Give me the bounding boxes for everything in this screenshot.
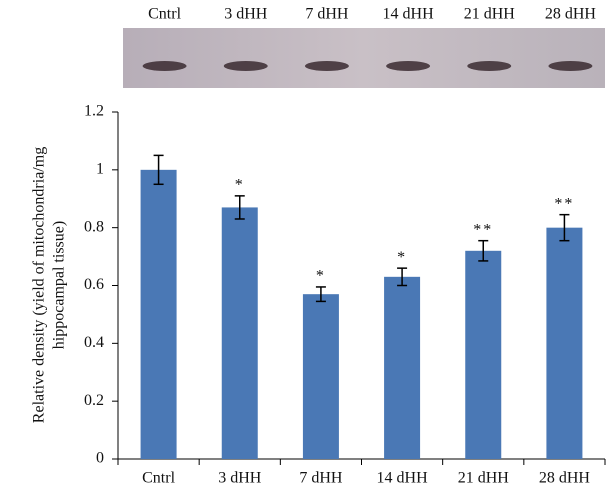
y-tick-label: 0.4 [84, 334, 104, 351]
error-bar [315, 286, 326, 303]
y-label-line: Relative density (yield of mitochondria/… [31, 147, 48, 423]
blot-band [304, 61, 349, 71]
blot-label: Cntrl [148, 6, 181, 23]
error-bar [478, 239, 489, 262]
blot-label: 14 dHH [383, 6, 435, 23]
x-tick-label: 3 dHH [218, 470, 262, 487]
error-bar [559, 213, 570, 242]
y-tick-label: 1 [96, 161, 104, 178]
significance-label: ** [554, 195, 574, 212]
error-bar [153, 154, 164, 186]
x-tick-label: 7 dHH [299, 470, 343, 487]
blot-label: 3 dHH [224, 6, 268, 23]
blot-label: 7 dHH [305, 6, 349, 23]
y-tick-label: 0.6 [84, 276, 104, 293]
bar [465, 250, 502, 459]
bar [140, 169, 177, 460]
y-label-line: hippocampal tissue) [51, 221, 68, 349]
y-tick-label: 0 [96, 450, 104, 467]
significance-label: * [235, 177, 245, 194]
x-tick-label: Cntrl [142, 470, 175, 487]
western-blot [123, 28, 605, 88]
blot-band [467, 61, 512, 71]
significance-label: * [316, 268, 326, 285]
error-bar [397, 267, 408, 287]
x-tick-label: 28 dHH [539, 470, 591, 487]
blot-band [223, 61, 268, 71]
significance-label: ** [473, 221, 493, 238]
significance-label: * [397, 249, 407, 266]
bar [302, 294, 339, 459]
y-tick-label: 1.2 [84, 103, 104, 120]
y-tick-label: 0.2 [84, 392, 104, 409]
y-axis-label: Relative density (yield of mitochondria/… [31, 147, 68, 423]
bar [221, 207, 258, 459]
blot-band [386, 61, 431, 71]
blot-band [142, 61, 187, 71]
x-tick-label: 21 dHH [458, 470, 510, 487]
blot-label: 28 dHH [545, 6, 597, 23]
y-tick-label: 0.8 [84, 218, 104, 235]
bar [546, 227, 583, 459]
bar [384, 276, 421, 459]
blot-band [548, 61, 593, 71]
error-bar [234, 195, 245, 220]
x-tick-label: 14 dHH [377, 470, 429, 487]
blot-label: 21 dHH [464, 6, 516, 23]
